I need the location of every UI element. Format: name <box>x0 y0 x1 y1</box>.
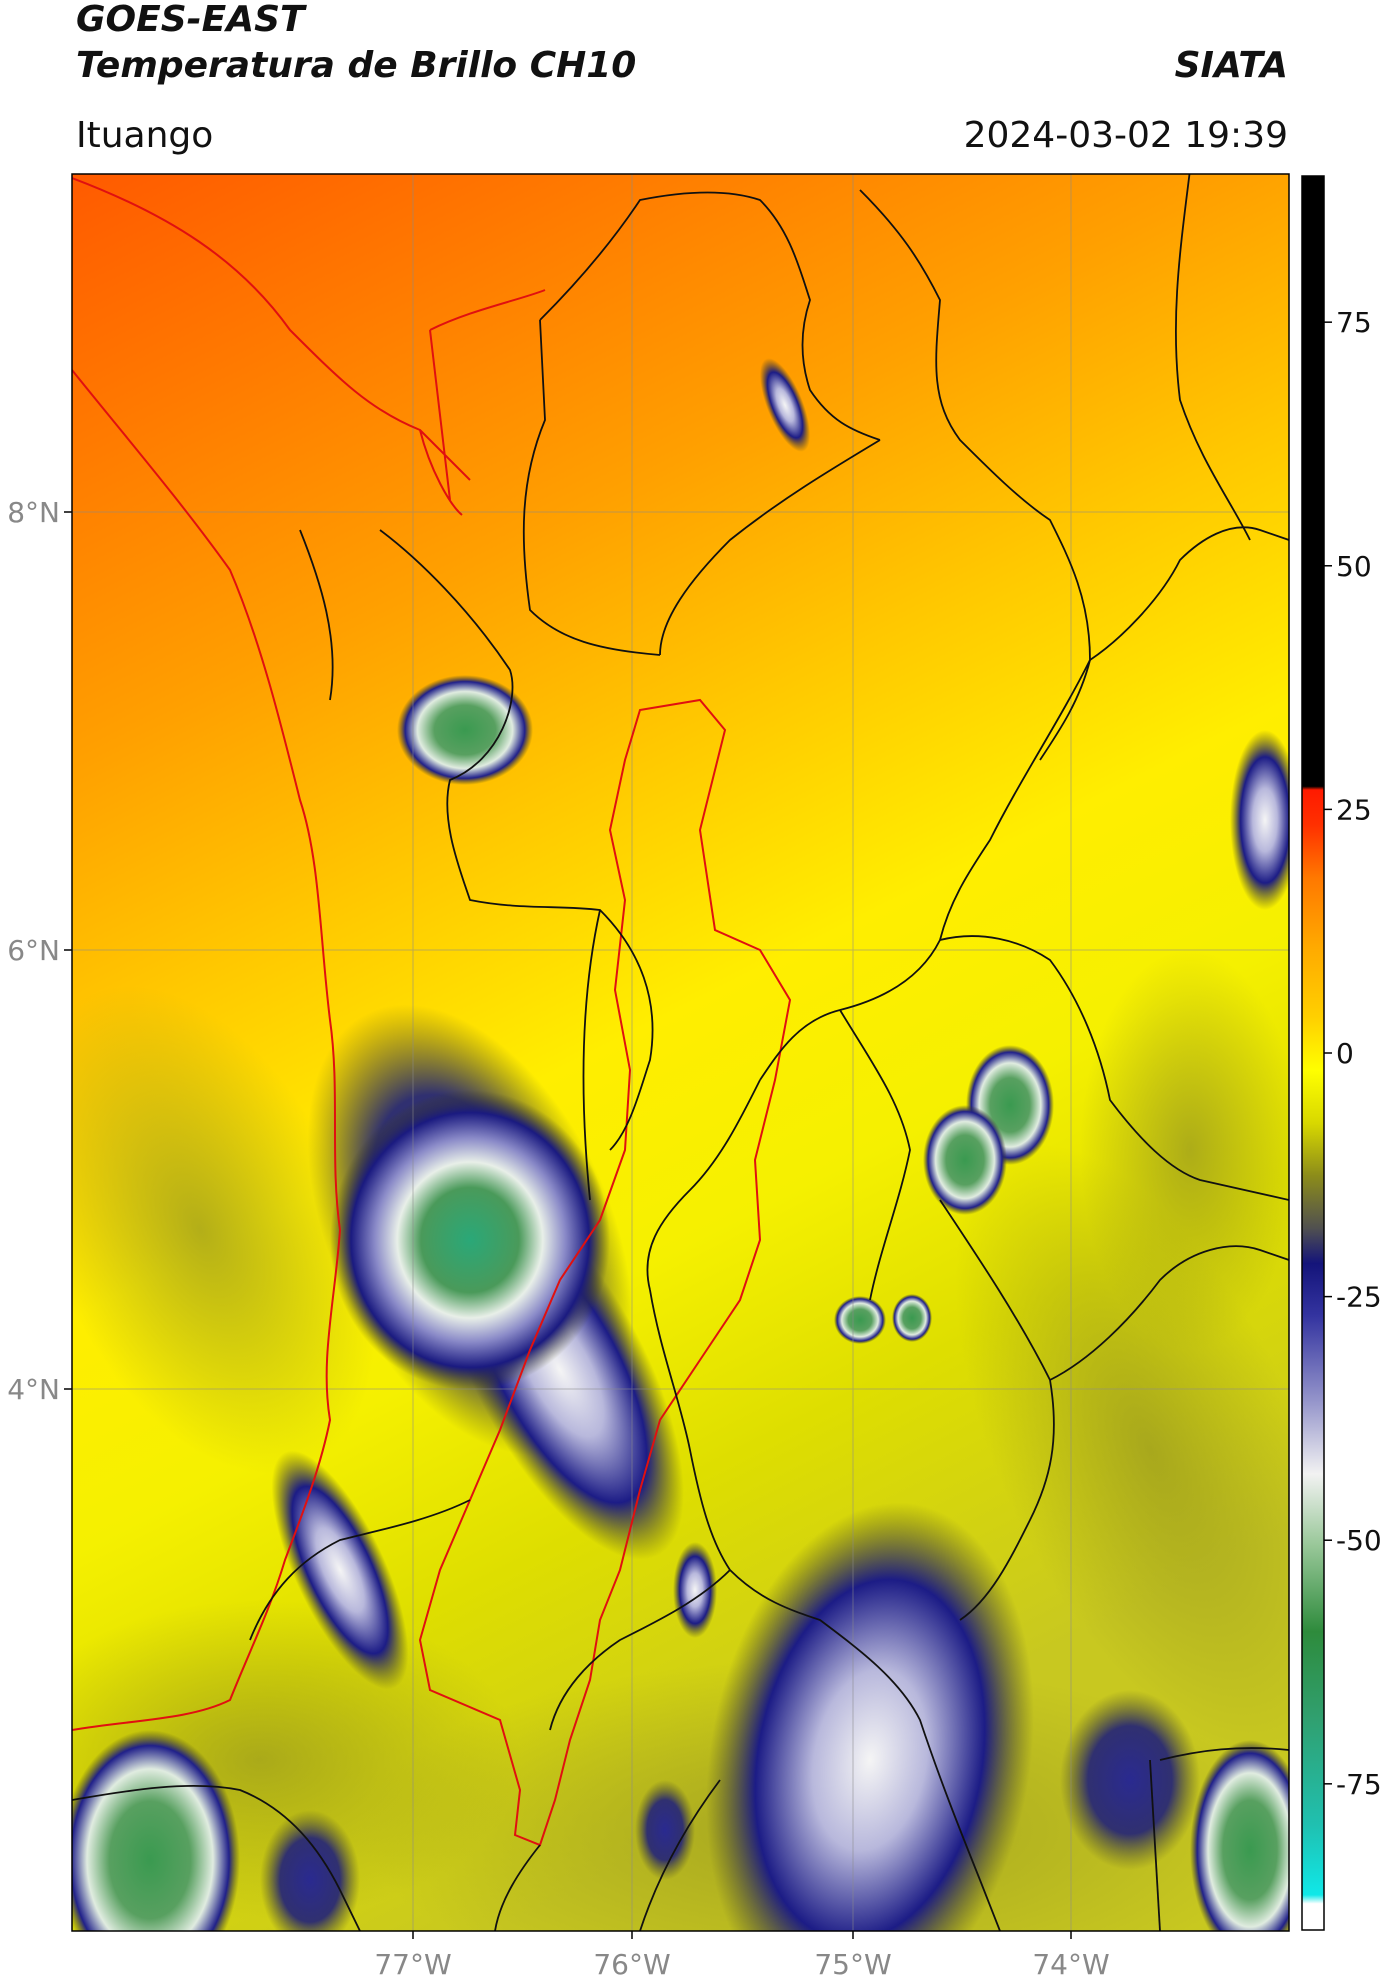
colorbar-tick-label: 0 <box>1336 1037 1354 1070</box>
colorbar-tick-label: 25 <box>1336 793 1372 826</box>
lat-tick-label: 6°N <box>7 934 60 967</box>
datetime-label: 2024-03-02 19:39 <box>963 115 1288 156</box>
organization-label: SIATA <box>1174 45 1288 86</box>
colorbar <box>1301 175 1325 1931</box>
colorbar-tick-label: -75 <box>1336 1768 1382 1801</box>
lon-tick-label: 77°W <box>374 1948 451 1981</box>
map-frame <box>71 173 1290 1932</box>
location-label: Ituango <box>76 115 214 156</box>
map-subtitle: Temperatura de Brillo CH10 <box>76 45 637 86</box>
colorbar-tick-label: 75 <box>1336 306 1372 339</box>
colorbar-tick-label: 50 <box>1336 550 1372 583</box>
colorbar-ticks: 75 50 25 0 -25 -50 -75 <box>1324 306 1382 1801</box>
lon-tick-label: 74°W <box>1032 1948 1109 1981</box>
satellite-imagery <box>72 174 1289 1931</box>
colorbar-tick-label: -50 <box>1336 1524 1382 1557</box>
lon-tick-label: 76°W <box>593 1948 670 1981</box>
lon-tick-label: 75°W <box>814 1948 891 1981</box>
lat-tick-label: 4°N <box>7 1373 60 1406</box>
colorbar-tick-label: -25 <box>1336 1281 1382 1314</box>
map-title: GOES-EAST <box>76 0 305 40</box>
lat-tick-label: 8°N <box>7 496 60 529</box>
